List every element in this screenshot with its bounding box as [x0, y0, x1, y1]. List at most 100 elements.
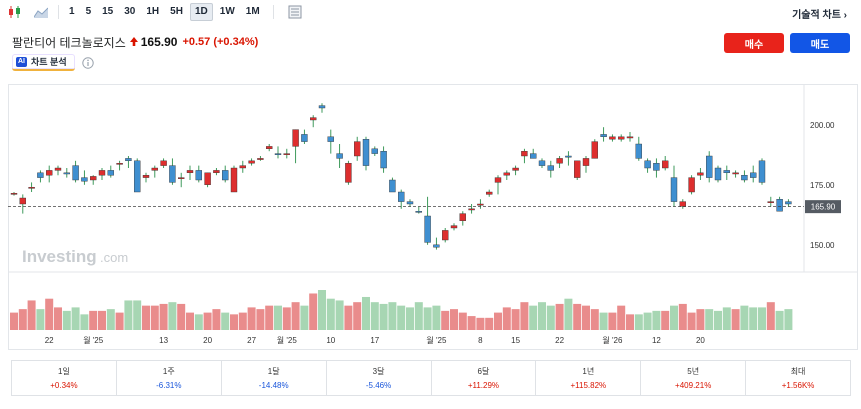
volume-bar	[142, 305, 150, 330]
timeframe-1h[interactable]: 1H	[146, 6, 160, 17]
volume-bar	[10, 312, 18, 330]
performance-strip: 1일 +0.34% 1주 -6.31% 1달 -14.48% 3달 -5.46% 6달 +11.2…	[11, 360, 851, 396]
candle-body	[758, 160, 766, 183]
volume-bar	[705, 309, 714, 330]
volume-bar	[590, 309, 599, 330]
performance-period[interactable]: 6달 +11.29%	[432, 361, 537, 395]
timeframe-1m[interactable]: 1M	[245, 6, 260, 17]
candle-body	[318, 105, 326, 109]
volume-bar	[212, 309, 221, 330]
volume-bar	[643, 312, 652, 330]
performance-period[interactable]: 최대 +1.56K%	[746, 361, 850, 395]
candle-body	[635, 143, 642, 159]
candle-body	[63, 172, 70, 175]
calendar-icon[interactable]	[284, 2, 306, 22]
volume-bar	[546, 305, 555, 330]
performance-period[interactable]: 1일 +0.34%	[12, 361, 117, 395]
volume-bar	[300, 305, 309, 330]
volume-bar	[432, 305, 441, 330]
volume-bar	[80, 314, 89, 330]
performance-period-label: 1달	[267, 367, 280, 376]
performance-period[interactable]: 1년 +115.82%	[536, 361, 642, 395]
candle-body	[477, 203, 484, 206]
candle-body	[644, 160, 651, 169]
candle-body	[486, 191, 493, 195]
timeframe-1w[interactable]: 1W	[219, 6, 235, 17]
volume-bar	[335, 300, 344, 330]
performance-period-value: -14.48%	[258, 381, 289, 390]
candle-body	[415, 210, 422, 213]
timeframe-1[interactable]: 1	[69, 6, 75, 17]
candle-body	[626, 136, 634, 139]
candle-body	[89, 176, 97, 181]
candle-body	[618, 136, 625, 140]
timeframe-5[interactable]: 5	[85, 6, 92, 17]
volume-bar	[626, 314, 634, 330]
candle-body	[389, 179, 396, 193]
volume-bar	[406, 307, 414, 330]
candle-body	[600, 134, 607, 138]
candle-body	[530, 153, 537, 159]
candle-body	[785, 201, 792, 205]
sell-button[interactable]: 매수	[724, 33, 784, 53]
info-icon[interactable]	[82, 56, 94, 74]
performance-period[interactable]: 1주 -6.31%	[117, 361, 222, 395]
candle-body	[257, 158, 264, 160]
volume-bar	[221, 312, 230, 330]
volume-bar	[678, 303, 687, 330]
date-tick-label: 10	[326, 336, 335, 345]
volume-bar	[652, 310, 661, 330]
buy-button[interactable]: 매도	[790, 33, 850, 53]
volume-bar	[168, 302, 177, 330]
ai-chart-analysis-button[interactable]: AI 차트 분석	[12, 54, 75, 71]
volume-bar	[696, 309, 705, 330]
timeframe-list: 1 5 15 30 1H 5H 1D 1W 1M	[65, 3, 267, 21]
date-tick-label: 27	[247, 336, 256, 345]
investing-watermark: Investing .com	[22, 247, 128, 266]
last-price-tag: 165.90	[805, 200, 841, 214]
date-tick-label: 12	[652, 336, 661, 345]
performance-period[interactable]: 1달 -14.48%	[222, 361, 327, 395]
volume-bar	[159, 303, 168, 330]
candle-body	[345, 162, 352, 183]
area-chart-icon[interactable]	[30, 2, 52, 22]
candle-body	[450, 225, 458, 229]
candlestick-icon[interactable]	[4, 2, 26, 22]
candle-body	[521, 150, 528, 157]
volume-bar	[476, 317, 485, 330]
volume-bar	[124, 300, 133, 330]
volume-bar	[520, 302, 529, 330]
candle-body	[81, 177, 88, 182]
last-price-tag-text: 165.90	[811, 203, 836, 212]
timeframe-15[interactable]: 15	[102, 6, 114, 17]
toolbar-divider	[272, 5, 274, 19]
volume-bar	[309, 293, 318, 330]
volume-bar	[282, 307, 291, 330]
timeframe-5h[interactable]: 5H	[170, 6, 183, 17]
watermark-suffix: .com	[100, 250, 128, 265]
timeframe-30[interactable]: 30	[124, 6, 136, 17]
performance-period[interactable]: 3달 -5.46%	[327, 361, 432, 395]
candle-body	[46, 170, 53, 176]
volume-bar	[414, 302, 423, 330]
volume-bar	[714, 310, 722, 330]
technical-chart-link[interactable]: 기술적 차트 ›	[792, 10, 847, 21]
candles	[10, 103, 792, 250]
price-axis: 200.00 175.00 150.00	[810, 121, 835, 250]
volume-bar	[265, 305, 274, 330]
candle-body	[142, 174, 150, 178]
volume-bar	[722, 307, 731, 330]
volume-bars	[10, 290, 793, 330]
volume-bar	[238, 312, 247, 330]
volume-bar	[353, 302, 362, 330]
volume-bar	[230, 314, 238, 330]
performance-period[interactable]: 5년 +409.21%	[641, 361, 747, 395]
price-chart[interactable]: 200.00 175.00 150.00 Investing .com 165.90…	[8, 84, 858, 350]
candle-body	[10, 192, 18, 195]
volume-bar	[731, 309, 740, 330]
performance-period-label: 1일	[58, 367, 70, 376]
timeframe-1d[interactable]: 1D	[189, 3, 213, 21]
performance-period-label: 6달	[477, 367, 490, 376]
volume-bar	[397, 305, 406, 330]
candle-body	[239, 165, 247, 169]
